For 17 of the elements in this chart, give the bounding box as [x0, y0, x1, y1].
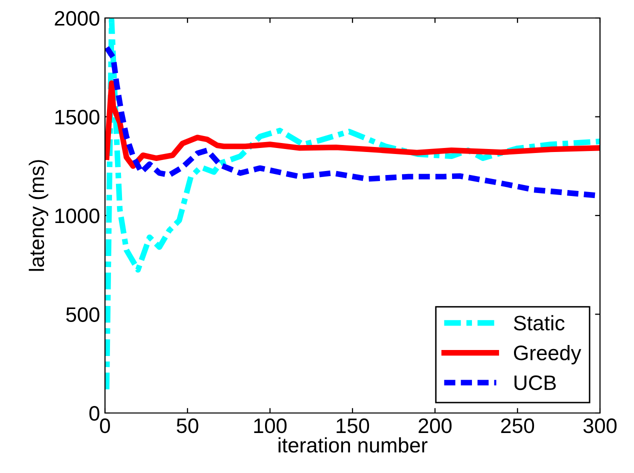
y-tick-label: 500: [66, 307, 100, 322]
x-tick-label: 150: [336, 418, 370, 434]
y-tick-label: 0: [89, 406, 100, 421]
x-tick-label: 300: [583, 418, 617, 434]
y-axis-title: latency (ms): [28, 160, 48, 271]
y-tick-label: 1000: [55, 208, 100, 224]
x-tick-label: 50: [176, 418, 198, 434]
x-tick-label: 250: [501, 418, 534, 434]
x-tick-label: 0: [100, 418, 110, 434]
x-axis-title: iteration number: [278, 437, 428, 453]
y-tick-label: 2000: [54, 11, 100, 26]
legend-label: Static: [514, 315, 564, 330]
legend-label: Greedy: [514, 344, 582, 364]
x-tick-label: 200: [418, 418, 452, 434]
x-tick-label: 100: [254, 418, 287, 434]
y-tick-label: 1500: [55, 110, 100, 125]
legend-label: UCB: [514, 375, 556, 390]
